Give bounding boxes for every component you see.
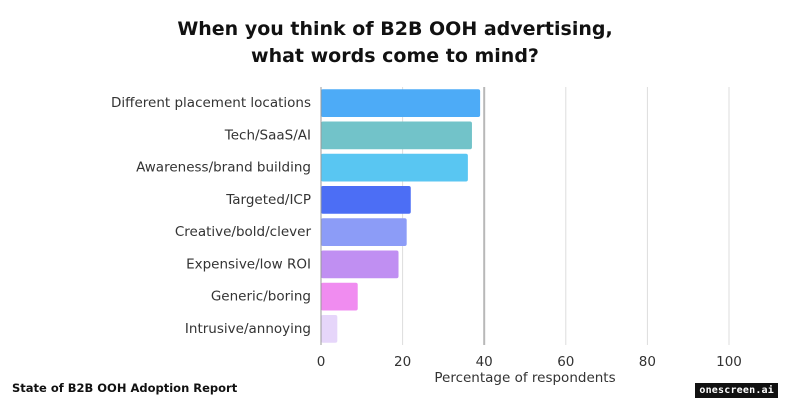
chart-title-line: what words come to mind? xyxy=(251,45,539,67)
x-tick-label: 100 xyxy=(716,354,742,370)
category-label: Different placement locations xyxy=(111,95,311,111)
chart-title: When you think of B2B OOH advertising, wh… xyxy=(0,16,790,70)
bar xyxy=(321,186,411,214)
category-label: Generic/boring xyxy=(211,289,311,305)
bar xyxy=(321,89,481,117)
category-label: Intrusive/annoying xyxy=(185,321,311,337)
x-tick-label: 20 xyxy=(394,354,411,370)
bar xyxy=(321,121,472,150)
chart-title-line: When you think of B2B OOH advertising, xyxy=(177,18,613,40)
x-axis-title: Percentage of respondents xyxy=(434,370,615,386)
bar xyxy=(321,218,407,246)
report-source: State of B2B OOH Adoption Report xyxy=(12,381,238,395)
category-label: Tech/SaaS/AI xyxy=(224,127,311,143)
category-label: Creative/bold/clever xyxy=(175,224,312,240)
category-label: Awareness/brand building xyxy=(136,160,311,176)
x-tick-label: 40 xyxy=(476,354,493,370)
category-label: Targeted/ICP xyxy=(225,192,311,208)
category-label: Expensive/low ROI xyxy=(186,256,311,272)
x-tick-label: 0 xyxy=(317,354,326,370)
brand-logo: onescreen.ai xyxy=(695,383,778,398)
x-tick-label: 80 xyxy=(639,354,656,370)
bar xyxy=(321,315,338,343)
bar xyxy=(321,153,468,182)
bar xyxy=(321,282,358,311)
bar xyxy=(321,250,399,279)
x-tick-label: 60 xyxy=(557,354,574,370)
